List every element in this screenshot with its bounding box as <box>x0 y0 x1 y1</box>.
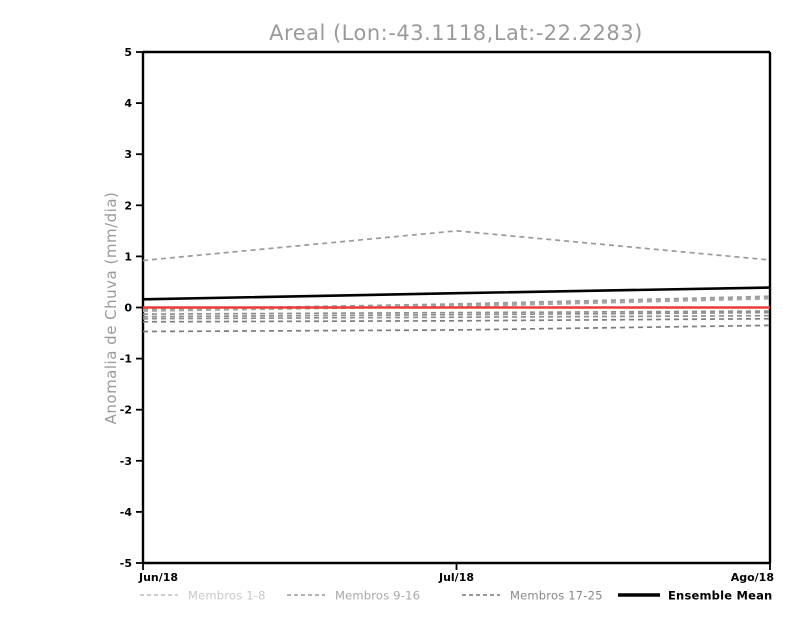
y-tick-label: -4 <box>120 506 133 519</box>
y-tick-label: 4 <box>124 97 132 110</box>
y-tick-label: 2 <box>124 199 132 212</box>
legend-label: Membros 9-16 <box>335 589 420 603</box>
member-line <box>142 317 771 323</box>
data-series-group <box>142 229 771 333</box>
member-line <box>142 297 771 312</box>
y-tick-label: -3 <box>120 455 132 468</box>
chart-title: Areal (Lon:-43.1118,Lat:-22.2283) <box>269 21 643 45</box>
member-line <box>142 295 771 311</box>
member-line <box>142 314 771 320</box>
x-tick-label: Jul/18 <box>438 571 474 584</box>
y-tick-label: 0 <box>124 302 132 315</box>
y-tick-label: -5 <box>120 557 132 570</box>
x-tick-label: Jun/18 <box>138 571 178 584</box>
y-tick-label: -1 <box>120 353 132 366</box>
member-line <box>142 324 771 333</box>
y-tick-label: 1 <box>124 250 132 263</box>
member-line <box>142 310 771 315</box>
y-axis-title: Anomalia de Chuva (mm/dia) <box>102 192 120 425</box>
member-line <box>142 229 771 262</box>
x-tick-group: Jun/18 Jul/18 Ago/18 <box>138 563 774 584</box>
y-tick-group: -5 -4 -3 -2 -1 0 1 2 3 4 5 <box>120 46 143 570</box>
y-tick-label: 5 <box>124 46 132 59</box>
legend-label: Membros 17-25 <box>510 589 603 603</box>
chart-legend: Membros 1-8 Membros 9-16 Membros 17-25 Ense… <box>140 589 772 603</box>
member-line <box>142 311 771 318</box>
member-line <box>142 296 771 311</box>
legend-label: Membros 1-8 <box>188 589 266 603</box>
legend-label: Ensemble Mean <box>668 589 772 603</box>
y-tick-label: -2 <box>120 404 132 417</box>
ensemble-mean-line <box>142 286 771 301</box>
x-tick-label: Ago/18 <box>731 571 774 584</box>
y-tick-label: 3 <box>124 148 132 161</box>
